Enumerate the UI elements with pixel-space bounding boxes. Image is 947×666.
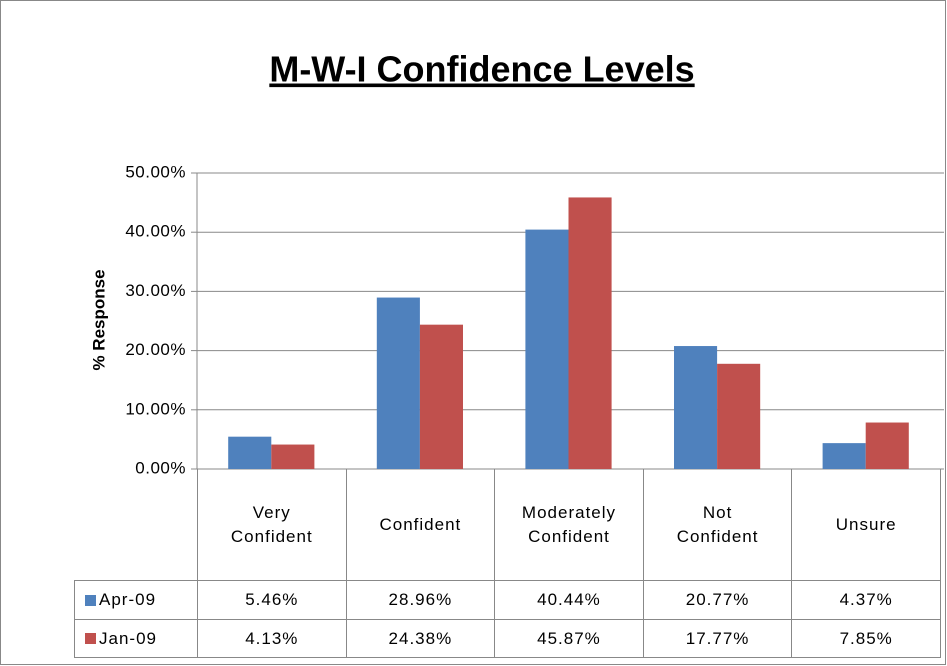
bar [376, 297, 420, 469]
bar [568, 197, 612, 470]
cell-text: 7.85% [839, 628, 893, 648]
y-tick-label: 30.00% [125, 281, 186, 300]
chart-title: M-W-I Confidence Levels [269, 49, 694, 90]
cell-text: 28.96% [388, 590, 453, 609]
cell-text: 17.77% [685, 628, 750, 648]
value-label: 20.77% [642, 580, 793, 620]
bar [228, 436, 272, 469]
legend-entry: Jan-09 [74, 619, 198, 658]
value-label: 28.96% [345, 580, 496, 620]
legend-swatch [85, 633, 96, 644]
cell-text: 40.44% [537, 590, 601, 609]
legend-swatch [85, 594, 96, 606]
bar [674, 346, 718, 469]
y-tick-label: 50.00% [125, 162, 186, 181]
bar [865, 422, 909, 469]
cell-text: Confident [379, 514, 462, 534]
value-label: 7.85% [791, 619, 941, 658]
y-tick-label: 10.00% [125, 399, 186, 418]
category-label: Moderately Confident [494, 469, 644, 581]
bar [419, 324, 463, 469]
value-label: 17.77% [642, 619, 793, 658]
legend-entry: Apr-09 [74, 580, 198, 620]
category-label: Confident [345, 469, 496, 581]
cell-text: 45.87% [537, 628, 601, 648]
legend-label: Apr-09 [99, 590, 157, 609]
value-label: 45.87% [494, 619, 644, 658]
cell-text: 4.13% [245, 628, 299, 648]
y-tick-label: 40.00% [125, 222, 186, 241]
category-label: Not Confident [642, 469, 793, 581]
value-label: 5.46% [197, 580, 347, 620]
cell-text: Not Confident [676, 502, 759, 546]
y-axis-title: % Response [89, 269, 108, 370]
legend-label: Jan-09 [99, 628, 157, 648]
bar [822, 443, 866, 469]
bar [717, 363, 761, 469]
cell-text: 20.77% [685, 590, 750, 609]
value-label: 4.13% [197, 619, 347, 658]
y-tick-label: 20.00% [125, 340, 186, 359]
bar [271, 444, 315, 469]
y-tick-label: 0.00% [135, 458, 186, 477]
cell-text: 24.38% [388, 628, 453, 648]
value-label: 40.44% [494, 580, 644, 620]
category-label: Unsure [791, 469, 941, 581]
value-label: 4.37% [791, 580, 941, 620]
cell-text: Unsure [835, 514, 897, 534]
bar [525, 229, 569, 469]
value-label: 24.38% [345, 619, 496, 658]
cell-text: 5.46% [245, 590, 299, 609]
cell-text: 4.37% [839, 590, 893, 609]
cell-text: Moderately Confident [521, 502, 617, 546]
cell-text: Very Confident [230, 502, 313, 546]
category-label: Very Confident [197, 469, 347, 581]
